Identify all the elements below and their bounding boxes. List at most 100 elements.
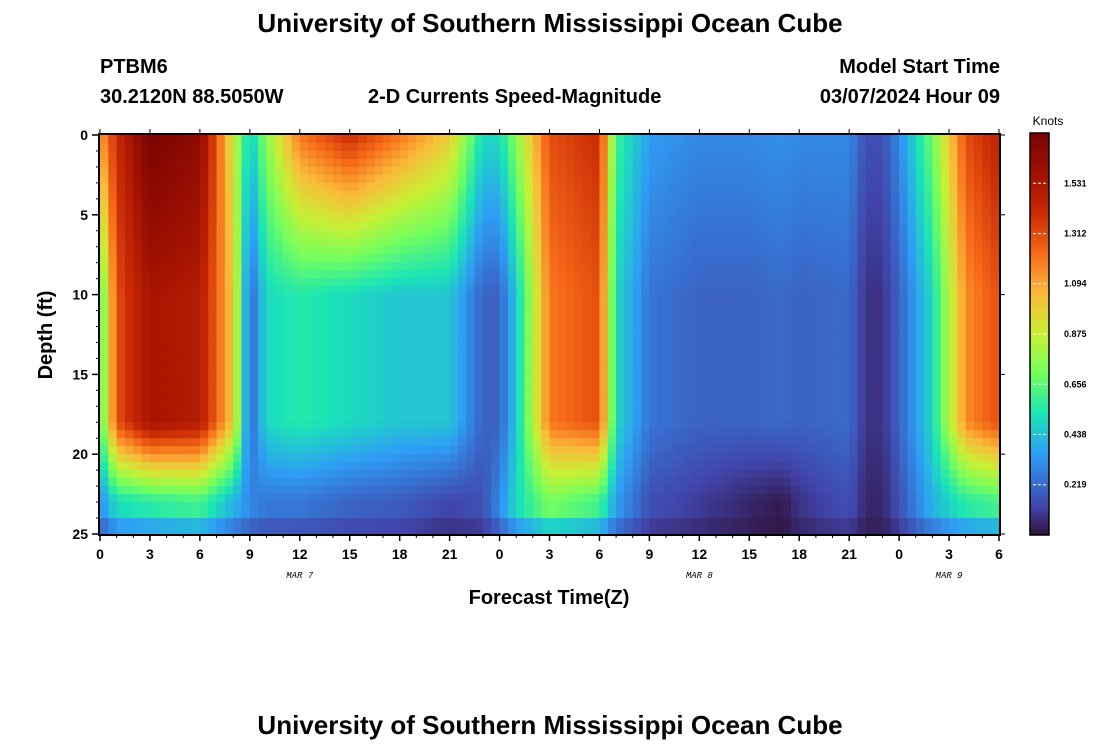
heatmap-cell xyxy=(158,286,168,296)
heatmap-cell xyxy=(899,326,909,336)
heatmap-cell xyxy=(824,166,834,176)
heatmap-cell xyxy=(532,414,542,423)
heatmap-cell xyxy=(432,438,442,447)
heatmap-cell xyxy=(707,454,717,463)
heatmap-cell xyxy=(224,174,234,184)
heatmap-cell xyxy=(599,198,609,208)
heatmap-cell xyxy=(699,414,709,423)
heatmap-cell xyxy=(432,222,442,232)
heatmap-cell xyxy=(624,382,634,391)
heatmap-cell xyxy=(291,150,301,160)
heatmap-cell xyxy=(316,206,326,216)
heatmap-cell xyxy=(482,374,492,383)
heatmap-cell xyxy=(799,190,809,200)
heatmap-cell xyxy=(449,398,459,407)
heatmap-cell xyxy=(174,262,184,272)
heatmap-cell xyxy=(166,374,176,383)
heatmap-cell xyxy=(291,158,301,168)
heatmap-cell xyxy=(599,254,609,264)
heatmap-cell xyxy=(266,374,276,383)
heatmap-cell xyxy=(566,278,576,288)
heatmap-cell xyxy=(441,486,451,495)
heatmap-cell xyxy=(599,494,609,503)
heatmap-cell xyxy=(441,326,451,336)
heatmap-cell xyxy=(849,494,859,503)
heatmap-cell xyxy=(191,198,201,208)
heatmap-cell xyxy=(274,438,284,447)
heatmap-cell xyxy=(907,438,917,447)
heatmap-cell xyxy=(499,326,509,336)
heatmap-cell xyxy=(899,270,909,280)
heatmap-cell xyxy=(391,510,401,519)
heatmap-cell xyxy=(907,214,917,224)
heatmap-cell xyxy=(158,278,168,288)
heatmap-cell xyxy=(324,334,334,344)
heatmap-cell xyxy=(524,390,534,399)
heatmap-cell xyxy=(491,318,501,328)
heatmap-cell xyxy=(324,182,334,192)
heatmap-cell xyxy=(832,142,842,152)
heatmap-cell xyxy=(399,262,409,272)
heatmap-cell xyxy=(616,486,626,495)
heatmap-cell xyxy=(682,350,692,360)
heatmap-cell xyxy=(666,502,675,511)
heatmap-cell xyxy=(274,262,284,272)
heatmap-cell xyxy=(100,430,109,439)
heatmap-cell xyxy=(100,214,109,224)
heatmap-cell xyxy=(840,398,850,407)
heatmap-cell xyxy=(166,494,176,503)
heatmap-cell xyxy=(624,398,634,407)
heatmap-cell xyxy=(224,526,234,535)
heatmap-cell xyxy=(208,478,218,487)
heatmap-cell xyxy=(358,286,367,296)
heatmap-cell xyxy=(349,246,359,256)
heatmap-cell xyxy=(874,262,884,272)
heatmap-cell xyxy=(524,135,534,144)
heatmap-cell xyxy=(166,206,176,216)
heatmap-cell xyxy=(482,326,492,336)
heatmap-cell xyxy=(674,222,684,232)
heatmap-cell xyxy=(349,238,359,248)
heatmap-cell xyxy=(116,302,126,312)
heatmap-cell xyxy=(183,438,193,447)
heatmap-cell xyxy=(840,374,850,383)
heatmap-cell xyxy=(399,462,409,471)
heatmap-cell xyxy=(532,374,542,383)
heatmap-cell xyxy=(233,342,243,352)
heatmap-cell xyxy=(100,270,109,280)
heatmap-cell xyxy=(374,454,384,463)
heatmap-cell xyxy=(840,518,850,527)
heatmap-cell xyxy=(174,438,184,447)
heatmap-cell xyxy=(666,206,675,216)
heatmap-cell xyxy=(482,334,492,344)
heatmap-cell xyxy=(191,414,201,423)
heatmap-cell xyxy=(724,390,734,399)
heatmap-cell xyxy=(824,142,834,152)
heatmap-cell xyxy=(316,382,326,391)
heatmap-cell xyxy=(108,422,118,431)
heatmap-cell xyxy=(566,270,576,280)
heatmap-cell xyxy=(657,310,667,320)
heatmap-cell xyxy=(124,342,134,352)
heatmap-cell xyxy=(616,214,626,224)
heatmap-cell xyxy=(765,326,775,336)
heatmap-cell xyxy=(691,158,700,168)
heatmap-cell xyxy=(333,150,342,160)
heatmap-cell xyxy=(557,166,567,176)
heatmap-cell xyxy=(732,254,742,264)
heatmap-cell xyxy=(374,366,384,375)
heatmap-cell xyxy=(191,478,201,487)
heatmap-cell xyxy=(707,326,717,336)
heatmap-cell xyxy=(258,350,268,360)
heatmap-cell xyxy=(865,374,875,383)
heatmap-cell xyxy=(324,214,334,224)
heatmap-cell xyxy=(374,510,384,519)
heatmap-cell xyxy=(915,350,925,360)
heatmap-cell xyxy=(491,510,501,519)
heatmap-cell xyxy=(266,238,276,248)
heatmap-cell xyxy=(782,518,792,527)
heatmap-cell xyxy=(191,502,201,511)
heatmap-cell xyxy=(832,150,842,160)
heatmap-cell xyxy=(316,254,326,264)
heatmap-cell xyxy=(308,358,318,368)
